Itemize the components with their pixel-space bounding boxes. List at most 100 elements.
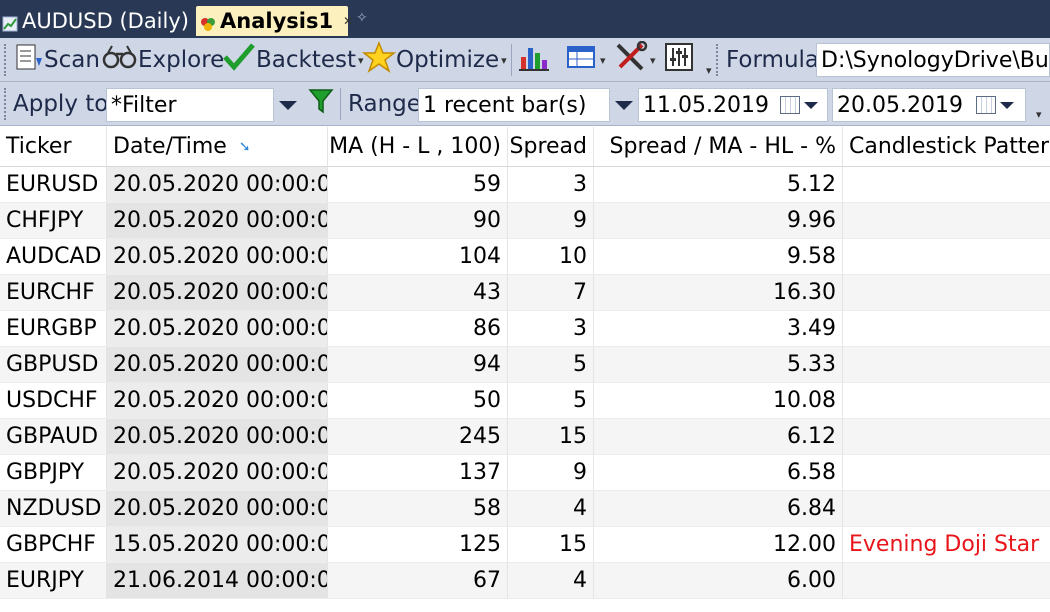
settings-button[interactable]: ▾ (614, 38, 656, 82)
table-header-row: Ticker Date/Time ➘ MA (H - L , 100) Sprea… (0, 127, 1050, 167)
table-row[interactable]: NZDUSD 20.05.2020 00:00:00 58 4 6.84 (0, 491, 1050, 527)
toolbar-grip[interactable] (716, 44, 720, 76)
optimize-button[interactable]: Optimize ▾ (361, 38, 507, 82)
formula-path-field[interactable]: D:\SynologyDrive\Bus (816, 43, 1050, 77)
spread-cell: 15 (508, 419, 594, 455)
tab-analysis[interactable]: Analysis1 ✕ (196, 6, 353, 36)
toolbar-grip[interactable] (4, 44, 8, 76)
ticker-cell: EURJPY (0, 563, 107, 599)
toolbar-separator (511, 44, 512, 76)
table-row[interactable]: GBPAUD 20.05.2020 00:00:00 245 15 6.12 (0, 419, 1050, 455)
column-header-label: Ticker (6, 134, 72, 159)
chevron-down-icon[interactable]: ▾ (650, 53, 656, 67)
tab-label: AUDUSD (Daily) (22, 9, 189, 33)
sliders-icon (664, 42, 696, 78)
star-icon (361, 40, 397, 79)
columns-button[interactable]: ▾ (566, 38, 606, 82)
funnel-icon (306, 86, 336, 122)
ticker-cell: NZDUSD (0, 491, 107, 527)
column-header-ma[interactable]: MA (H - L , 100) (328, 127, 508, 167)
pattern-cell (843, 455, 1050, 491)
column-header-spread-pct[interactable]: Spread / MA - HL - % (594, 127, 843, 167)
column-header-label: Date/Time (113, 134, 227, 159)
filter-toolbar: Apply to *Filter Range 1 recent bar(s) 1… (0, 82, 1050, 126)
pattern-cell (843, 275, 1050, 311)
table-row[interactable]: GBPUSD 20.05.2020 00:00:00 94 5 5.33 (0, 347, 1050, 383)
analysis-toolbar: Scan Explore Backtest ▾ Optimize ▾ ▾ (0, 38, 1050, 82)
datetime-cell: 20.05.2020 00:00:00 (107, 491, 328, 527)
column-header-label: Candlestick Pattern (849, 134, 1050, 159)
ticker-cell: EURUSD (0, 167, 107, 203)
backtest-button[interactable]: Backtest ▾ (222, 38, 364, 82)
toolbar-overflow-icon[interactable]: ▾ (706, 64, 712, 77)
spread-pct-cell: 6.12 (594, 419, 843, 455)
column-header-datetime[interactable]: Date/Time ➘ (107, 127, 328, 167)
analysis-window-icon (200, 13, 216, 31)
toolbar-separator (340, 88, 341, 120)
table-row[interactable]: GBPJPY 20.05.2020 00:00:00 137 9 6.58 (0, 455, 1050, 491)
datetime-cell: 21.06.2014 00:00:00 (107, 563, 328, 599)
table-row[interactable]: EURUSD 20.05.2020 00:00:00 59 3 5.12 (0, 167, 1050, 203)
ma-cell: 58 (328, 491, 508, 527)
table-row[interactable]: USDCHF 20.05.2020 00:00:00 50 5 10.08 (0, 383, 1050, 419)
chevron-down-icon (1000, 101, 1014, 109)
spread-pct-cell: 10.08 (594, 383, 843, 419)
ma-cell: 104 (328, 239, 508, 275)
ticker-cell: EURGBP (0, 311, 107, 347)
from-date-picker-button[interactable] (780, 94, 824, 116)
tab-chart[interactable]: AUDUSD (Daily) (2, 6, 189, 36)
column-header-ticker[interactable]: Ticker (0, 127, 107, 167)
column-header-pattern[interactable]: Candlestick Pattern (843, 127, 1050, 167)
ticker-cell: GBPAUD (0, 419, 107, 455)
spread-cell: 3 (508, 311, 594, 347)
column-header-spread[interactable]: Spread (508, 127, 594, 167)
ma-cell: 245 (328, 419, 508, 455)
parameters-button[interactable] (664, 38, 696, 82)
filter-button[interactable] (306, 82, 336, 126)
datetime-cell: 20.05.2020 00:00:00 (107, 455, 328, 491)
table-row[interactable]: CHFJPY 20.05.2020 00:00:00 90 9 9.96 (0, 203, 1050, 239)
datetime-cell: 20.05.2020 00:00:00 (107, 239, 328, 275)
table-row[interactable]: EURJPY 21.06.2014 00:00:00 67 4 6.00 (0, 563, 1050, 599)
explore-button[interactable]: Explore (102, 38, 224, 82)
table-row[interactable]: AUDCAD 20.05.2020 00:00:00 104 10 9.58 (0, 239, 1050, 275)
pattern-cell (843, 311, 1050, 347)
calendar-icon (976, 96, 996, 114)
ma-cell: 50 (328, 383, 508, 419)
formula-label: Formula (726, 47, 819, 73)
from-date-field[interactable]: 11.05.2019 (638, 88, 828, 122)
range-select[interactable]: 1 recent bar(s) (418, 88, 610, 122)
pin-icon[interactable]: ✧ (356, 10, 368, 26)
chevron-down-icon (804, 101, 818, 109)
spread-pct-cell: 12.00 (594, 527, 843, 563)
toolbar-grip[interactable] (4, 88, 8, 120)
datetime-cell: 20.05.2020 00:00:00 (107, 167, 328, 203)
spread-cell: 4 (508, 563, 594, 599)
range-dropdown-button[interactable] (610, 88, 638, 122)
chevron-down-icon[interactable]: ▾ (358, 53, 364, 67)
ma-cell: 67 (328, 563, 508, 599)
table-row[interactable]: GBPCHF 15.05.2020 00:00:00 125 15 12.00 Eveni… (0, 527, 1050, 563)
table-row[interactable]: EURGBP 20.05.2020 00:00:00 86 3 3.49 (0, 311, 1050, 347)
ticker-cell: GBPJPY (0, 455, 107, 491)
column-header-label: Spread / MA - HL - % (609, 134, 836, 159)
pattern-cell (843, 563, 1050, 599)
apply-to-dropdown-button[interactable] (274, 88, 302, 122)
toolbar-overflow-icon[interactable]: ▾ (1036, 108, 1042, 121)
apply-to-select[interactable]: *Filter (106, 88, 274, 122)
chevron-down-icon[interactable]: ▾ (600, 53, 606, 67)
table-icon (566, 42, 598, 78)
table-row[interactable]: EURCHF 20.05.2020 00:00:00 43 7 16.30 (0, 275, 1050, 311)
spread-pct-cell: 5.12 (594, 167, 843, 203)
chevron-down-icon[interactable]: ▾ (501, 53, 507, 67)
to-date-picker-button[interactable] (976, 94, 1020, 116)
scan-button[interactable]: Scan (14, 38, 100, 82)
datetime-cell: 20.05.2020 00:00:00 (107, 275, 328, 311)
ticker-cell: AUDCAD (0, 239, 107, 275)
spread-cell: 3 (508, 167, 594, 203)
close-icon[interactable]: ✕ (343, 14, 354, 28)
report-chart-button[interactable] (518, 38, 550, 82)
tab-label: Analysis1 (220, 9, 334, 33)
backtest-label: Backtest (256, 47, 357, 73)
tools-icon (614, 40, 648, 79)
